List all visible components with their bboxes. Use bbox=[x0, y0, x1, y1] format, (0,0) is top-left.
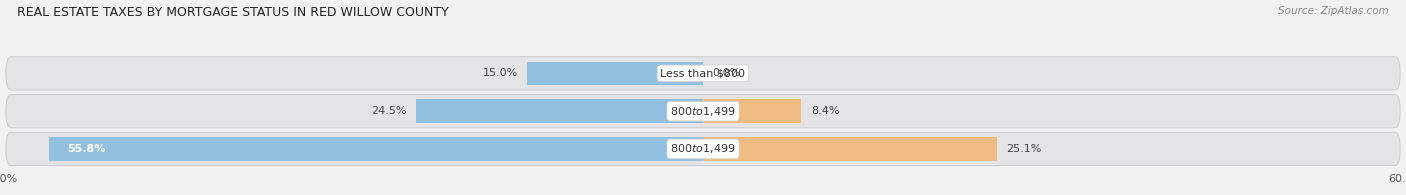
Bar bbox=[416, 99, 703, 123]
FancyBboxPatch shape bbox=[6, 132, 1400, 166]
FancyBboxPatch shape bbox=[6, 95, 1400, 128]
Bar bbox=[703, 99, 801, 123]
FancyBboxPatch shape bbox=[6, 57, 1400, 90]
Text: $800 to $1,499: $800 to $1,499 bbox=[671, 105, 735, 118]
Text: 0.0%: 0.0% bbox=[713, 68, 741, 78]
Bar bbox=[527, 62, 703, 85]
Text: 8.4%: 8.4% bbox=[811, 106, 839, 116]
Text: Source: ZipAtlas.com: Source: ZipAtlas.com bbox=[1278, 6, 1389, 16]
Bar bbox=[49, 137, 703, 161]
Text: 25.1%: 25.1% bbox=[1007, 144, 1042, 154]
Text: REAL ESTATE TAXES BY MORTGAGE STATUS IN RED WILLOW COUNTY: REAL ESTATE TAXES BY MORTGAGE STATUS IN … bbox=[17, 6, 449, 19]
Text: $800 to $1,499: $800 to $1,499 bbox=[671, 142, 735, 155]
Bar bbox=[703, 137, 997, 161]
Text: Less than $800: Less than $800 bbox=[661, 68, 745, 78]
Text: 24.5%: 24.5% bbox=[371, 106, 406, 116]
Text: 55.8%: 55.8% bbox=[67, 144, 105, 154]
Text: 15.0%: 15.0% bbox=[482, 68, 517, 78]
